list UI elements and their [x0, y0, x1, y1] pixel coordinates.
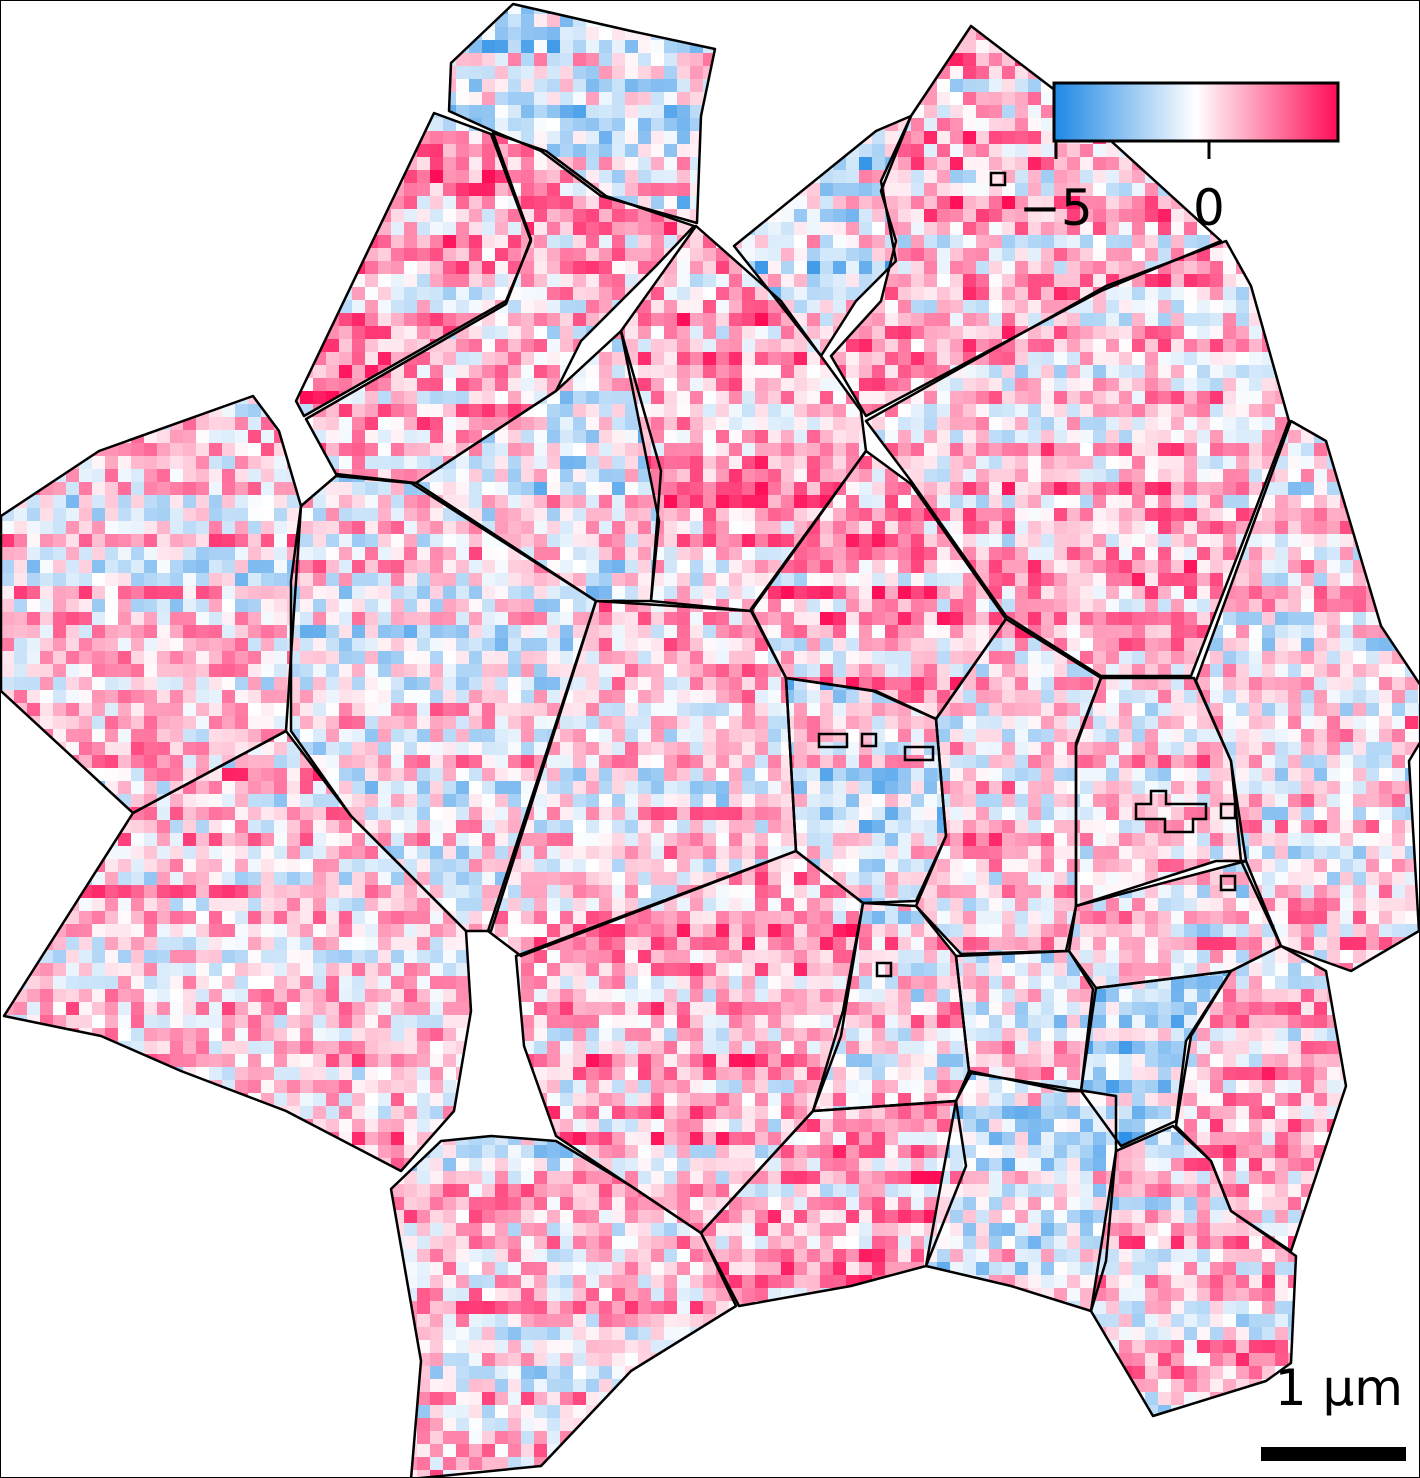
colorbar	[1052, 81, 1340, 159]
grain-boundary-1	[447, 2, 717, 225]
marked-pixel-1	[989, 171, 1007, 187]
marked-pixel-cluster	[1134, 789, 1208, 834]
grain-boundary-6	[864, 239, 1291, 678]
colorbar-tick-label-0: 0	[1193, 179, 1225, 237]
marked-pixel-6	[1219, 874, 1237, 892]
marked-pixel-2	[817, 732, 849, 749]
grain-boundary-4	[732, 114, 913, 358]
marked-pixel-3	[860, 732, 878, 748]
colorbar-gradient	[1052, 81, 1340, 143]
grain-boundary-27	[389, 1134, 738, 1477]
scale-bar	[1261, 1447, 1406, 1461]
grain-boundary-25	[924, 1071, 1118, 1313]
scale-bar-label: 1 µm	[1274, 1359, 1403, 1417]
colorbar-tick-label-neg5: −5	[1019, 179, 1093, 237]
grain-boundary-26	[1089, 1124, 1298, 1418]
marked-pixel-5	[1219, 802, 1237, 820]
marked-pixel-4	[903, 745, 935, 762]
marked-pixels	[817, 171, 1237, 978]
grain-21	[956, 951, 1093, 1091]
grain-boundary-16	[1074, 676, 1248, 908]
grain-boundary-18	[2, 729, 473, 1173]
grain-boundary-20	[811, 901, 971, 1113]
marked-pixel-7	[875, 961, 893, 978]
grain-boundary-15	[914, 617, 1103, 956]
